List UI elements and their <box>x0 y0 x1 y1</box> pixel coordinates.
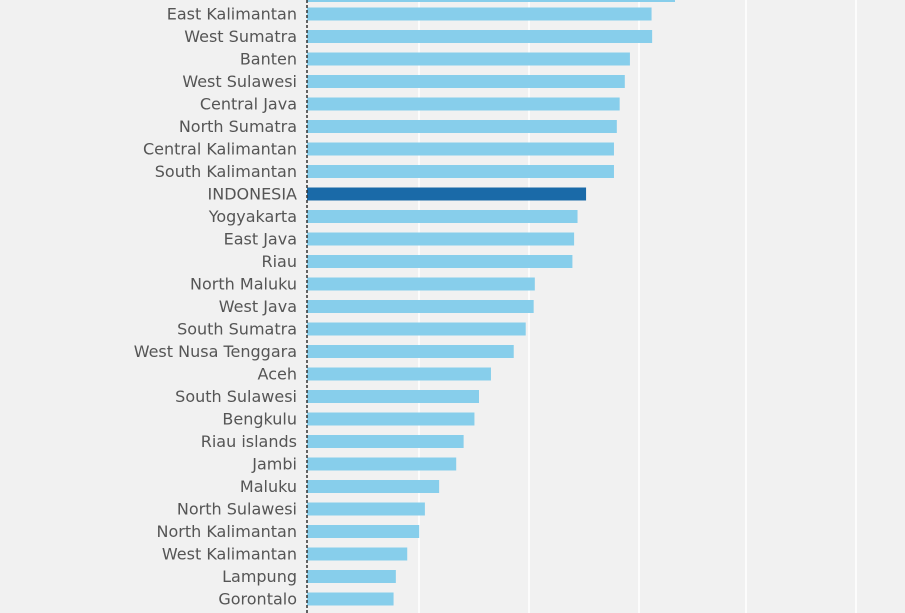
bar <box>307 525 420 538</box>
category-label: Central Kalimantan <box>143 140 297 159</box>
category-label: North Sulawesi <box>177 500 297 519</box>
clipped-bar <box>307 0 675 2</box>
category-label: Riau islands <box>201 432 297 451</box>
category-label: Central Java <box>200 95 297 114</box>
category-label: West Nusa Tenggara <box>134 342 297 361</box>
clipped-top-bar <box>307 0 675 2</box>
bar <box>307 502 425 516</box>
category-label: North Maluku <box>190 275 297 294</box>
category-label: South Sumatra <box>177 320 297 339</box>
category-label: West Kalimantan <box>162 545 297 564</box>
bar <box>307 75 625 88</box>
bar <box>307 232 575 246</box>
bar <box>307 547 408 561</box>
category-label: Gorontalo <box>218 590 297 609</box>
category-label: Jambi <box>251 455 297 474</box>
category-label: West Sulawesi <box>182 72 297 91</box>
bar <box>307 142 614 156</box>
category-label: North Kalimantan <box>157 522 298 541</box>
category-label: INDONESIA <box>208 185 298 204</box>
bar <box>307 592 394 606</box>
bar <box>307 322 526 336</box>
category-label: Riau <box>261 252 297 271</box>
category-label: South Sulawesi <box>175 387 297 406</box>
bar <box>307 457 457 471</box>
category-label: Bengkulu <box>222 410 297 429</box>
category-label: East Kalimantan <box>167 5 297 24</box>
bar <box>307 30 653 43</box>
category-label: East Java <box>224 230 297 249</box>
bars <box>307 7 653 606</box>
category-label: North Sumatra <box>179 117 297 136</box>
category-label: Maluku <box>240 477 297 496</box>
category-label: Lampung <box>222 567 297 586</box>
bar <box>307 367 491 381</box>
bar <box>307 412 475 426</box>
category-label: Aceh <box>258 365 297 384</box>
bar-highlight <box>307 187 587 201</box>
bar <box>307 165 614 178</box>
category-labels: East Kalimantan West Sumatra Banten West Su… <box>134 5 297 609</box>
category-label: West Java <box>219 297 297 316</box>
bar <box>307 300 534 313</box>
bar <box>307 210 578 223</box>
bar <box>307 570 396 583</box>
bar <box>307 435 464 448</box>
bar <box>307 7 652 21</box>
bar <box>307 255 573 268</box>
bar <box>307 277 535 291</box>
bar <box>307 345 514 358</box>
category-label: South Kalimantan <box>155 162 297 181</box>
category-label: Banten <box>240 50 297 69</box>
category-label: Yogyakarta <box>208 207 297 226</box>
bar <box>307 120 617 133</box>
bar <box>307 52 630 66</box>
bar <box>307 480 440 493</box>
bar <box>307 97 620 111</box>
bar <box>307 390 479 403</box>
category-label: West Sumatra <box>184 27 297 46</box>
